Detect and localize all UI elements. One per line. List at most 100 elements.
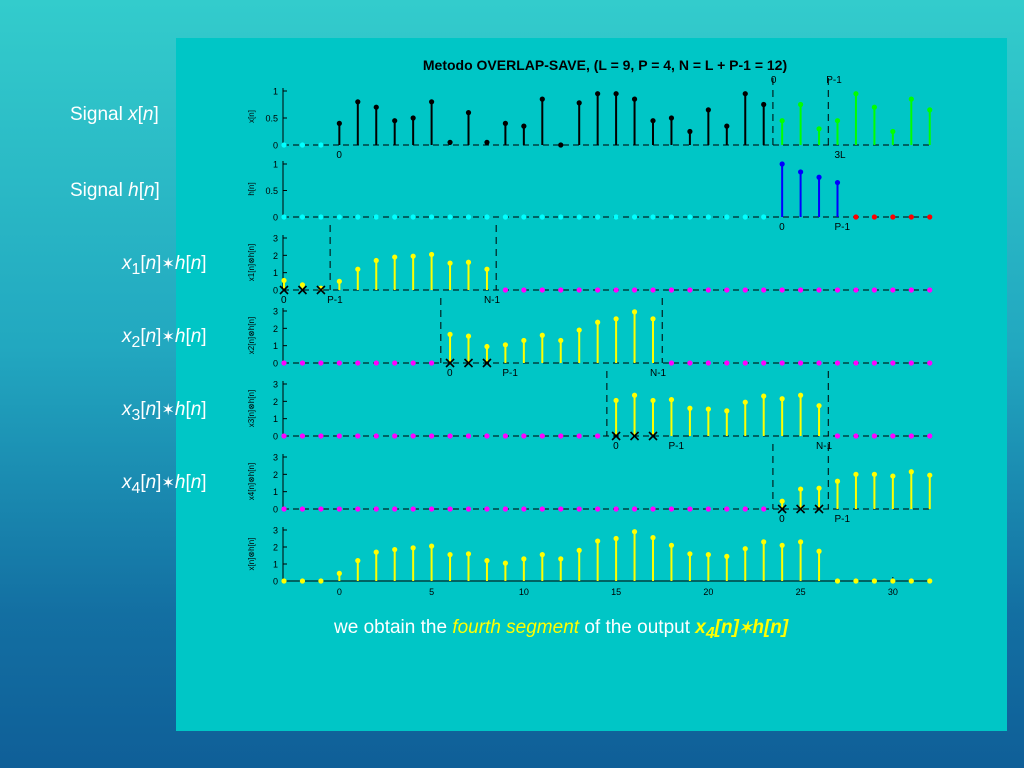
stem-point [502, 506, 508, 512]
stem-point [447, 260, 453, 266]
stem-point [908, 433, 914, 439]
stem-point [890, 128, 896, 135]
stem-point [668, 506, 675, 512]
y-tick-label: 1 [273, 560, 278, 570]
stem-point [281, 214, 287, 220]
stem-point [539, 214, 545, 220]
label-x2-conv-h: x2[n]✶h[n] [122, 326, 207, 351]
stem-point [336, 433, 342, 439]
stem-point [798, 287, 804, 293]
x-tick-label: 5 [429, 587, 434, 597]
stem-point [502, 214, 508, 220]
stem-point [798, 539, 804, 545]
stem-point [631, 214, 638, 220]
stem-point [834, 433, 841, 439]
stem-point [465, 333, 472, 339]
stem-point [558, 433, 564, 439]
label-signal-x-text: Signal x[n] [70, 104, 159, 125]
stem-point [742, 287, 748, 293]
stem-point [373, 506, 379, 512]
stem-point [558, 556, 564, 562]
stem-point [890, 287, 896, 293]
stem-point [705, 214, 711, 220]
stem-point [595, 506, 601, 512]
stem-point [576, 327, 582, 333]
stem-point [484, 139, 490, 145]
stem-point [318, 142, 324, 148]
y-tick-label: 1 [273, 414, 278, 424]
under-label: 0 [281, 295, 287, 306]
stem-point [779, 161, 785, 167]
stem-point [631, 309, 638, 315]
stem-point [798, 392, 804, 398]
panel-y1: 0 1 2 3 x1[n]⊗h[n] 0 P-1 N-1 [247, 225, 933, 306]
discard-cross [279, 285, 289, 295]
discard-cross [445, 358, 455, 368]
y-tick-label: 0.5 [265, 114, 278, 124]
under-label: 0 [447, 368, 453, 379]
stem-point [613, 214, 619, 220]
stem-point [410, 360, 416, 366]
under-label: N-1 [650, 368, 667, 379]
stem-point [447, 506, 453, 512]
stem-point [890, 473, 896, 479]
stem-point [890, 214, 896, 220]
stem-point [392, 546, 398, 553]
stem-point [687, 360, 693, 366]
stem-point [410, 433, 416, 439]
y-tick-label: 2 [273, 324, 278, 334]
stem-point [465, 506, 472, 512]
stem-point [613, 91, 619, 97]
under-label: 0 [779, 222, 785, 233]
stem-point [631, 96, 638, 102]
y-tick-label: 3 [273, 453, 278, 463]
stem-point [687, 128, 693, 135]
panel-y3: 0 1 2 3 x3[n]⊗h[n] 0 P-1 N-1 [247, 371, 933, 452]
stem-point [373, 433, 379, 439]
stem-point [281, 142, 287, 148]
stem-point [705, 287, 711, 293]
stem-point [465, 259, 472, 265]
label-x3-conv-h: x3[n]✶h[n] [122, 399, 207, 424]
slide-panel [176, 38, 1007, 731]
stem-point [779, 118, 785, 124]
stem-point [668, 115, 675, 121]
y-tick-label: 1 [273, 487, 278, 497]
stem-point [927, 360, 933, 366]
y-axis-label-y3: x3[n]⊗h[n] [247, 390, 256, 427]
stem-point [908, 360, 914, 366]
caption-formula: x4[n]✶h[n] [695, 617, 789, 642]
stem-point [465, 551, 472, 557]
panel-y2: 0 1 2 3 x2[n]⊗h[n] 0 P-1 N-1 [247, 298, 933, 379]
stem-point [908, 287, 914, 293]
stem-point [429, 251, 435, 258]
stem-point [318, 433, 324, 439]
label-signal-h-text: Signal h[n] [70, 180, 160, 201]
stem-point [927, 214, 933, 220]
caption-mid: of the output [579, 617, 696, 638]
under-label: P-1 [668, 441, 684, 452]
stem-point [410, 214, 416, 220]
stem-point [631, 287, 638, 293]
y-tick-label: 3 [273, 307, 278, 317]
chart-title: Metodo OVERLAP-SAVE, (L = 9, P = 4, N = … [423, 57, 787, 73]
stem-point [890, 578, 896, 584]
stem-point [392, 506, 398, 512]
stem-point [447, 552, 453, 558]
stem-point [890, 360, 896, 366]
stem-point [429, 214, 435, 220]
stem-point [871, 287, 878, 293]
y-tick-label: 0 [273, 286, 278, 296]
stem-point [539, 96, 545, 102]
stem-point [576, 100, 582, 106]
stem-point [595, 287, 601, 293]
stem-point [429, 506, 435, 512]
stem-point [816, 287, 822, 293]
stem-point [281, 433, 287, 439]
stem-point [521, 556, 527, 562]
under-label: 0 [613, 441, 619, 452]
y-tick-label: 2 [273, 251, 278, 261]
stem-point [724, 214, 730, 220]
stem-point [484, 343, 490, 350]
y-axis-label-y1: x1[n]⊗h[n] [247, 244, 256, 281]
